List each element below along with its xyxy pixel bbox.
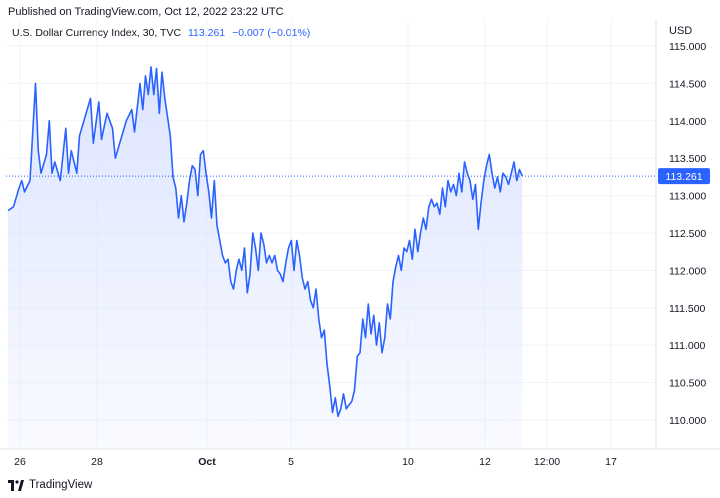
x-tick-label: 12:00 bbox=[534, 456, 560, 468]
y-tick-label: 112.000 bbox=[669, 265, 706, 277]
x-tick-label: 12 bbox=[479, 456, 491, 468]
price-series-line[interactable] bbox=[7, 66, 524, 418]
footer-brand[interactable]: TradingView bbox=[8, 479, 92, 491]
footer-brand-label: TradingView bbox=[29, 479, 93, 491]
y-tick-label: 110.500 bbox=[669, 378, 706, 390]
last-price-label: 113.261 bbox=[665, 171, 702, 183]
x-tick-label: 5 bbox=[288, 456, 294, 468]
x-tick-label: Oct bbox=[198, 456, 216, 468]
y-tick-label: 111.500 bbox=[669, 303, 706, 315]
tradingview-logo-icon bbox=[8, 479, 24, 491]
published-caption: Published on TradingView.com, Oct 12, 20… bbox=[8, 6, 284, 18]
y-tick-label: 115.000 bbox=[669, 41, 706, 53]
last-price-label-bg bbox=[658, 168, 710, 185]
y-tick-label: 110.000 bbox=[669, 415, 706, 427]
y-tick-label: 113.000 bbox=[669, 191, 706, 203]
y-tick-label: 111.000 bbox=[669, 340, 706, 352]
x-tick-label: 17 bbox=[605, 456, 617, 468]
y-tick-label: 112.500 bbox=[669, 228, 706, 240]
y-tick-label: 113.500 bbox=[669, 153, 706, 165]
y-tick-label: 114.000 bbox=[669, 116, 706, 128]
price-axis-unit: USD bbox=[669, 25, 693, 37]
x-tick-label: 26 bbox=[14, 456, 26, 468]
y-tick-label: 114.500 bbox=[669, 78, 706, 90]
x-tick-label: 10 bbox=[402, 456, 414, 468]
x-tick-label: 28 bbox=[91, 456, 103, 468]
